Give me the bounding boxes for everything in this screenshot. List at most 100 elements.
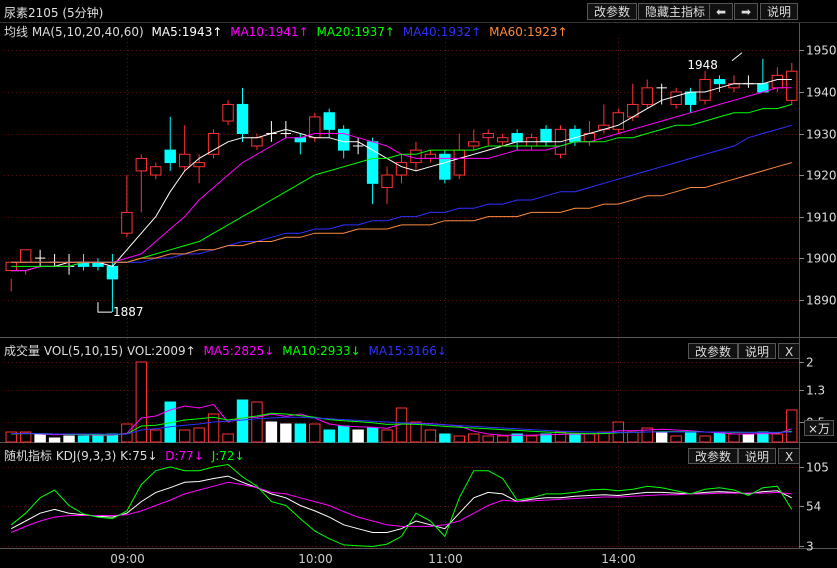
candle-body-41 — [598, 124, 610, 130]
candle-body-33 — [482, 133, 494, 139]
volume-bar-26 — [381, 429, 393, 443]
price-tick-label-0: 1890 — [806, 294, 837, 308]
kdj-line-k — [10, 475, 793, 533]
candle-body-50 — [728, 83, 740, 89]
candle-body-52 — [757, 83, 769, 93]
ma60-value: MA60:1923↑ — [489, 25, 568, 39]
params-button[interactable]: 改参数 — [587, 3, 638, 20]
scroll-left-button[interactable]: ⬅ — [709, 3, 734, 20]
candle-body-32 — [468, 141, 480, 147]
candle-body-21 — [309, 116, 321, 139]
volume-bar-46 — [670, 435, 682, 443]
volume-bar-22 — [323, 429, 335, 443]
vol-help-button[interactable]: 说明 — [738, 343, 777, 359]
candle-body-5 — [77, 261, 90, 267]
kdj-tick-label-0: 3 — [806, 540, 814, 554]
annotation-line-0 — [97, 302, 112, 313]
chart-title: 尿素2105 (5分钟) — [4, 6, 104, 20]
volume-bar-12 — [178, 429, 191, 443]
scroll-right-button[interactable]: ➡ — [734, 3, 759, 20]
candle-body-35 — [511, 133, 523, 143]
candle-body-26 — [381, 174, 393, 189]
volume-bar-30 — [439, 433, 451, 443]
volume-bar-53 — [771, 433, 784, 443]
help-button[interactable]: 说明 — [760, 3, 799, 20]
candle-body-38 — [554, 128, 567, 155]
candle-body-22 — [323, 112, 335, 130]
kdj-tick-label-2: 105 — [806, 461, 829, 475]
volume-legend: 成交量 VOL(5,10,15) VOL:2009↑ MA5:2825↓ MA1… — [4, 342, 451, 359]
volume-bar-34 — [496, 435, 509, 443]
volume-bar-2 — [34, 433, 46, 443]
kdj-close-button[interactable]: X — [778, 448, 801, 464]
vol-close-button[interactable]: X — [778, 343, 801, 359]
candle-body-15 — [222, 103, 234, 122]
kdj-d-value: D:77↓ — [165, 449, 204, 463]
volume-bar-14 — [207, 413, 220, 443]
volume-bar-11 — [164, 401, 176, 443]
volume-bar-35 — [511, 433, 523, 443]
title-bar: 尿素2105 (5分钟) 改参数 隐藏主指标 ⬅ ➡ 说明 — [0, 0, 837, 23]
volume-bar-0 — [5, 431, 17, 443]
candle-body-42 — [612, 112, 625, 130]
candle-body-17 — [251, 137, 263, 147]
candle-body-28 — [410, 149, 422, 164]
candle-body-11 — [164, 149, 176, 164]
candle-body-49 — [713, 79, 726, 85]
candle-body-48 — [699, 79, 711, 101]
volume-bar-4 — [63, 435, 75, 443]
volume-bar-47 — [684, 431, 697, 443]
ma20-value: MA20:1937↑ — [316, 25, 395, 39]
x-tick-label-0: 09:00 — [110, 552, 145, 566]
volume-bar-23 — [337, 425, 350, 443]
kdj-params-button[interactable]: 改参数 — [688, 448, 739, 464]
volume-bar-29 — [424, 429, 437, 443]
candle-body-53 — [771, 74, 784, 89]
volume-bar-8 — [121, 423, 133, 443]
volume-bar-21 — [309, 423, 321, 443]
candle-body-39 — [569, 128, 581, 143]
candle-body-44 — [641, 87, 653, 105]
candle-body-34 — [496, 137, 509, 143]
volume-bar-48 — [699, 435, 711, 443]
candle-body-36 — [525, 137, 538, 147]
volume-tick-label-1: 1.3 — [806, 384, 825, 398]
candle-body-54 — [786, 70, 798, 101]
candle-body-16 — [236, 103, 249, 135]
volume-bar-39 — [569, 433, 581, 443]
candle-body-43 — [627, 103, 639, 118]
candle-body-10 — [150, 166, 162, 176]
candle-body-20 — [294, 137, 307, 143]
kdj-legend: 随机指标 KDJ(9,3,3) K:75↓ D:77↓ J:72↓ — [4, 447, 249, 464]
volume-bar-33 — [482, 435, 494, 443]
price-tick-label-5: 1940 — [806, 86, 837, 100]
candle-body-46 — [670, 91, 682, 105]
ma5-value: MA5:1943↑ — [151, 25, 223, 39]
vol-ma15-value: MA15:3166↓ — [368, 344, 447, 358]
price-tick-label-1: 1900 — [806, 252, 837, 266]
vol-label: 成交量 VOL(5,10,15) VOL:2009↑ — [4, 344, 196, 358]
candle-body-9 — [135, 157, 148, 172]
volume-bar-15 — [222, 433, 234, 443]
main-legend: 均线 MA(5,10,20,40,60) MA5:1943↑ MA10:1941… — [4, 23, 572, 40]
ma10-value: MA10:1941↑ — [230, 25, 309, 39]
candle-body-27 — [395, 162, 408, 176]
candle-body-25 — [366, 141, 379, 184]
volume-bar-17 — [251, 401, 263, 443]
candle-body-0 — [5, 261, 17, 272]
volume-bar-16 — [236, 399, 249, 443]
volume-bar-31 — [453, 435, 466, 443]
vol-params-button[interactable]: 改参数 — [688, 343, 739, 359]
candle-body-29 — [424, 153, 437, 159]
volume-bar-43 — [627, 431, 639, 443]
volume-bar-49 — [713, 431, 726, 443]
volume-bar-3 — [48, 437, 61, 443]
x-tick-label-2: 11:00 — [428, 552, 463, 566]
volume-bar-27 — [395, 407, 408, 443]
kdj-help-button[interactable]: 说明 — [738, 448, 777, 464]
hide-main-indicator-button[interactable]: 隐藏主指标 — [638, 3, 713, 20]
volume-tick-label-2: 2 — [806, 356, 814, 370]
volume-bar-7 — [106, 433, 119, 443]
price-tick-label-3: 1920 — [806, 169, 837, 183]
